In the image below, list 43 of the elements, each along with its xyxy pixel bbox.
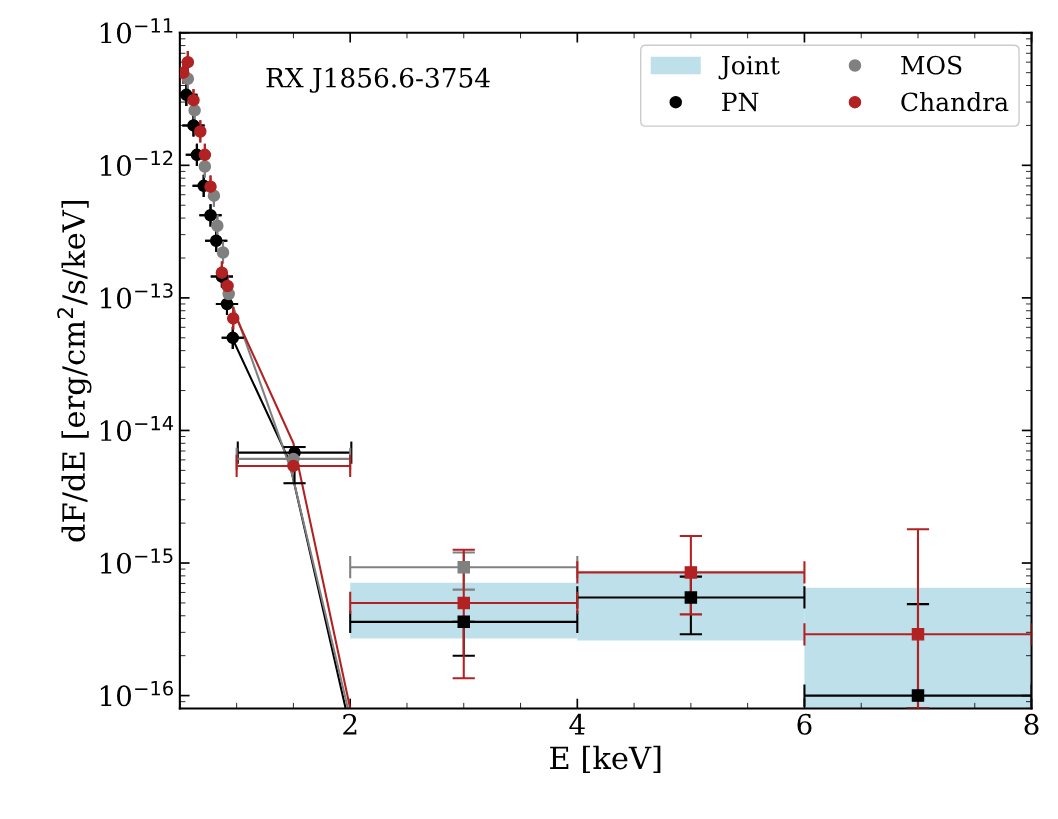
x-axis-title: E [keV] [550,745,661,773]
point [457,560,471,574]
point [911,628,925,641]
legend-label: MOS [901,55,962,75]
point [457,615,471,629]
point [187,93,200,107]
point [194,125,207,138]
y-axis-title: dF/dE [erg/cm$^{2}$/s/keV] [57,200,92,542]
point [457,596,471,610]
point [221,279,234,293]
point [181,55,195,69]
legend-label: Chandra [901,91,1009,112]
x-tick-label: 2 [343,713,357,735]
point [207,189,221,202]
x-tick-label: 4 [569,713,585,735]
legend-label: Joint [718,55,780,80]
point [211,219,224,233]
x-tick-label: 8 [1024,713,1039,735]
point [179,66,190,79]
point [226,331,240,345]
legend-label: PN [722,92,759,112]
point [287,459,300,473]
point [226,312,240,325]
y-tick-label: 10$^{−15}$ [100,548,173,574]
point [198,148,212,162]
annotation: RX J1856.6-3754 [266,67,490,93]
point [220,297,234,311]
y-tick-label: 10$^{−13}$ [100,283,173,309]
point [684,591,698,604]
y-tick-label: 10$^{−12}$ [100,150,173,177]
x-tick-label: 6 [797,713,812,735]
point [216,246,230,259]
point [198,160,212,173]
y-tick-label: 10$^{−16}$ [100,680,173,707]
point [684,566,698,579]
point [204,180,217,193]
y-tick-label: 10$^{−11}$ [100,18,173,44]
point [188,104,201,117]
point [215,266,229,279]
point [911,689,925,702]
y-tick-label: 10$^{−14}$ [100,416,174,442]
point [204,209,217,222]
point [209,234,223,247]
